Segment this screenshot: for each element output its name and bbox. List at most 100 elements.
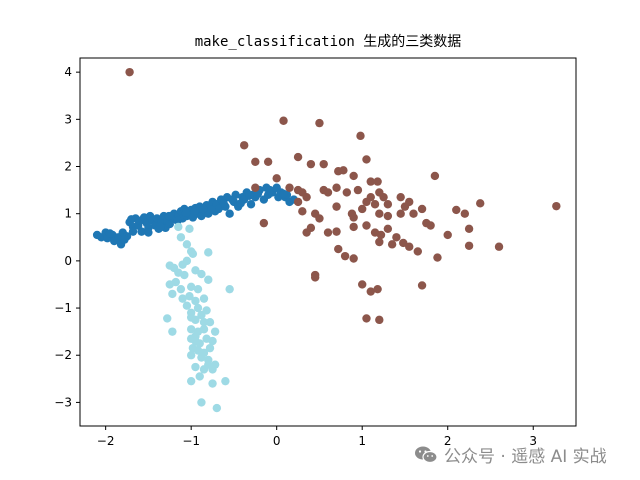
data-point [376,230,386,240]
data-point [181,208,191,217]
plot-area-border [79,57,577,427]
data-point [356,131,365,141]
data-point [168,327,177,336]
data-point [199,318,209,327]
data-point [349,222,358,232]
data-point [285,183,294,192]
y-tick-label: 0 [64,254,72,268]
x-axis-ticks: −2 −1 0 1 2 3 [97,426,537,448]
data-point [353,185,363,195]
data-point [366,177,375,186]
data-point [464,241,474,250]
x-tick-label: −1 [182,434,200,448]
data-point [375,237,384,247]
data-point [349,213,358,222]
data-point [552,201,561,211]
data-point [315,214,324,223]
data-point [163,314,172,323]
data-point [185,292,194,301]
data-point [195,372,204,381]
data-point [186,308,196,317]
data-point [323,188,333,197]
data-point [383,200,393,209]
data-point [433,253,442,262]
data-point [120,235,129,244]
data-point [195,339,204,348]
data-point [358,204,367,214]
data-point [197,353,206,362]
data-point [413,247,422,256]
data-point [405,197,414,207]
data-point [125,67,134,77]
data-point [168,289,177,299]
watermark-text: 公众号 · 遥感 AI 实战 [444,447,607,467]
watermark: 公众号 · 遥感 AI 实战 [414,442,607,467]
data-point [349,254,358,263]
data-point [176,284,186,294]
data-point [186,282,196,292]
data-point [228,195,237,204]
data-point [263,157,273,166]
data-point [197,269,206,279]
data-point [191,332,200,341]
data-point [417,204,427,214]
data-point [332,202,341,211]
data-point [362,197,371,207]
data-point [396,192,405,202]
data-point [417,281,427,290]
data-point [306,223,316,233]
data-point [186,325,196,334]
data-point [173,216,182,225]
data-point [310,273,320,282]
data-point [259,218,269,228]
data-point [105,229,115,238]
data-point [144,228,153,237]
data-point [197,310,206,320]
y-tick-label: −3 [54,395,72,409]
data-point [191,362,200,372]
data-point [204,248,213,257]
data-point [186,351,196,360]
data-point [379,192,388,202]
data-point [156,222,165,232]
data-point [373,177,382,186]
data-point [373,284,382,294]
data-point [191,266,200,275]
data-point [221,376,230,386]
wechat-icon [415,446,438,463]
data-point [178,294,187,303]
y-tick-label: 4 [64,65,72,79]
data-point [362,155,371,164]
y-tick-label: 2 [64,160,72,174]
data-point [396,209,405,218]
data-point [182,240,192,249]
data-point [409,209,418,218]
x-tick-label: 1 [358,434,366,448]
data-point [302,192,311,202]
data-point [188,249,198,258]
data-point [362,221,371,230]
data-point [387,240,397,249]
data-point [193,303,203,313]
data-point [315,118,324,128]
data-point [208,336,217,346]
data-point [339,166,348,175]
data-point [405,242,414,251]
data-point [190,206,199,216]
data-point [197,398,206,407]
data-point [236,199,245,208]
data-point [212,403,222,413]
data-point [383,224,393,233]
data-point [193,284,203,294]
data-point [251,157,260,166]
data-point [370,200,380,209]
y-tick-label: 1 [64,207,72,221]
data-points [92,67,561,413]
data-point [332,183,341,192]
data-point [208,379,217,388]
data-point [399,238,408,248]
data-point [204,275,213,284]
data-point [245,191,254,200]
data-point [476,199,485,208]
